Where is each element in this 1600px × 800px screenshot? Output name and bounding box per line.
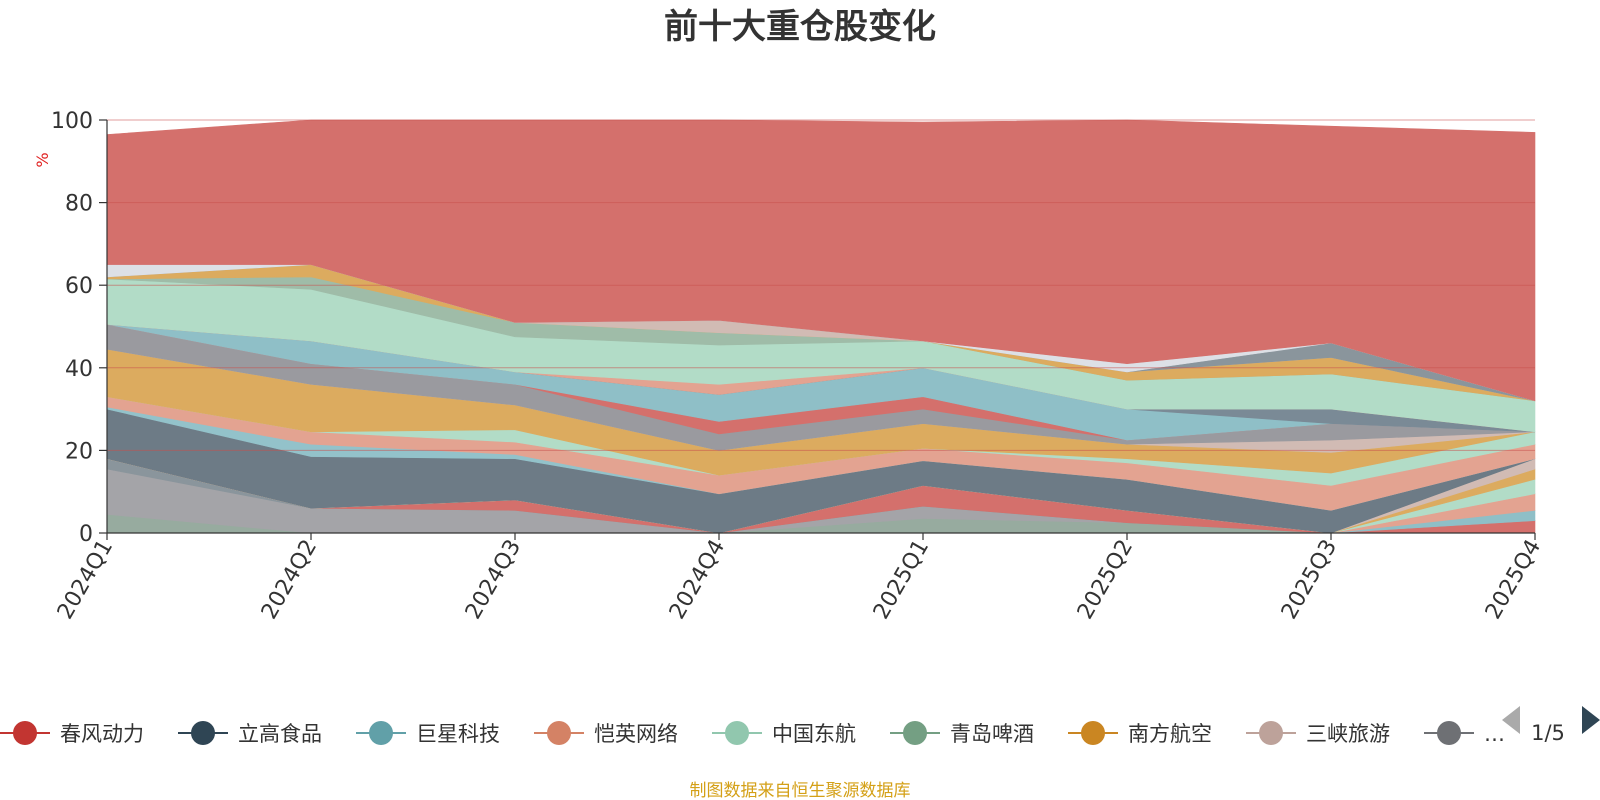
legend-marker-5	[903, 721, 927, 745]
x-tick-label-2: 2024Q3	[461, 536, 526, 624]
y-tick-label-1: 20	[65, 439, 93, 464]
legend-marker-4	[725, 721, 749, 745]
y-tick-label-4: 80	[65, 192, 93, 217]
y-axis-unit-label: %	[33, 152, 52, 167]
y-tick-label-5: 100	[51, 109, 93, 134]
legend-label-5: 青岛啤酒	[950, 722, 1034, 746]
legend-item-1[interactable]: 立高食品	[178, 721, 322, 746]
legend-label-6: 南方航空	[1128, 722, 1212, 746]
legend-marker-3	[547, 721, 571, 745]
x-tick-label-6: 2025Q3	[1277, 536, 1342, 624]
legend-label-4: 中国东航	[772, 722, 856, 746]
legend-label-8: …	[1484, 722, 1505, 746]
legend-marker-1	[191, 721, 215, 745]
y-axis-ticks: 0 20 40 60 80 100	[51, 109, 107, 547]
x-tick-label-5: 2025Q2	[1073, 536, 1138, 624]
legend-marker-2	[369, 721, 393, 745]
x-tick-label-4: 2025Q1	[869, 536, 934, 624]
legend-item-8[interactable]: …	[1424, 721, 1505, 746]
x-tick-label-3: 2024Q4	[665, 536, 730, 624]
legend-marker-8	[1437, 721, 1461, 745]
legend-marker-6	[1081, 721, 1105, 745]
plot-areas	[106, 119, 1536, 534]
axes	[106, 120, 1535, 534]
y-tick-label-3: 60	[65, 274, 93, 299]
legend-marker-0	[13, 721, 37, 745]
x-axis-ticks: 2024Q1 2024Q2 2024Q3 2024Q4 2025Q1 2025Q2 2025…	[53, 533, 1546, 624]
legend-page-indicator: 1/5	[1531, 721, 1565, 745]
y-tick-label-0: 0	[79, 522, 93, 547]
chart-title: 前十大重仓股变化	[664, 7, 936, 47]
legend-item-0[interactable]: 春风动力	[0, 721, 144, 746]
legend-label-1: 立高食品	[238, 722, 322, 746]
legend-item-3[interactable]: 恺英网络	[534, 721, 678, 746]
legend: 春风动力 立高食品 巨星科技 恺英网络 中国东航 青岛啤酒 南方航空 三峡旅游 …	[0, 721, 1505, 746]
legend-label-0: 春风动力	[60, 722, 144, 746]
x-tick-label-7: 2025Q4	[1481, 536, 1546, 624]
legend-marker-7	[1259, 721, 1283, 745]
data-source-note: 制图数据来自恒生聚源数据库	[690, 781, 911, 800]
legend-label-7: 三峡旅游	[1306, 722, 1390, 746]
legend-item-5[interactable]: 青岛啤酒	[890, 721, 1034, 746]
y-tick-label-2: 40	[65, 357, 93, 382]
legend-item-2[interactable]: 巨星科技	[356, 721, 500, 746]
legend-pager: 1/5	[1502, 706, 1600, 745]
x-tick-label-0: 2024Q1	[53, 536, 118, 624]
legend-item-4[interactable]: 中国东航	[712, 721, 856, 746]
legend-item-7[interactable]: 三峡旅游	[1246, 721, 1390, 746]
legend-label-2: 巨星科技	[416, 722, 500, 746]
triangle-right-icon[interactable]	[1582, 706, 1600, 734]
legend-label-3: 恺英网络	[594, 722, 678, 746]
x-tick-label-1: 2024Q2	[257, 536, 322, 624]
triangle-left-icon[interactable]	[1502, 706, 1520, 734]
legend-item-6[interactable]: 南方航空	[1068, 721, 1212, 746]
grid-lines	[107, 119, 1535, 451]
